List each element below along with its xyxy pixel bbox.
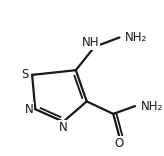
Text: N: N: [59, 121, 68, 134]
Text: N: N: [25, 103, 33, 116]
Text: NH₂: NH₂: [125, 31, 147, 44]
Text: O: O: [115, 137, 124, 150]
Text: NH: NH: [82, 36, 99, 49]
Text: S: S: [21, 68, 29, 81]
Text: NH₂: NH₂: [141, 100, 163, 113]
